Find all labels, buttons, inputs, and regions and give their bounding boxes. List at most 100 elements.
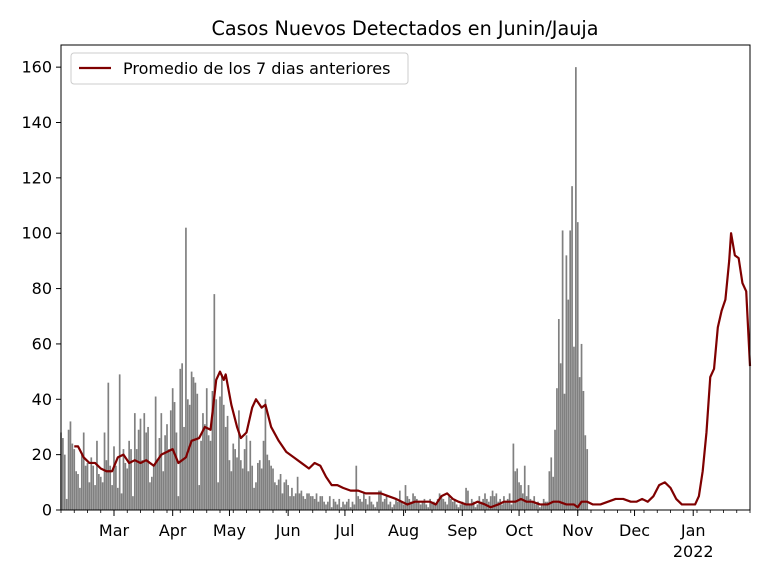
bar bbox=[145, 432, 148, 510]
bar bbox=[559, 363, 562, 510]
bar bbox=[402, 504, 405, 510]
bar bbox=[294, 493, 297, 510]
bar bbox=[421, 501, 424, 510]
bar bbox=[582, 390, 585, 510]
bar bbox=[141, 460, 144, 510]
bar bbox=[115, 465, 117, 510]
bar bbox=[135, 449, 138, 510]
bar bbox=[455, 504, 458, 510]
bar bbox=[306, 493, 308, 510]
bar bbox=[355, 465, 358, 510]
bar bbox=[79, 487, 81, 510]
bar bbox=[207, 435, 210, 510]
bar bbox=[342, 501, 344, 510]
bar bbox=[546, 501, 549, 510]
bar bbox=[431, 501, 433, 510]
bar bbox=[315, 493, 318, 510]
bar bbox=[525, 496, 528, 510]
bar bbox=[347, 498, 350, 510]
y-tick-label: 0 bbox=[42, 501, 52, 520]
bar bbox=[578, 377, 581, 510]
bar bbox=[232, 443, 235, 510]
bar bbox=[253, 487, 255, 510]
bar bbox=[516, 468, 519, 510]
bar bbox=[372, 504, 375, 510]
bar bbox=[120, 493, 123, 510]
bar bbox=[69, 421, 72, 510]
bar bbox=[133, 413, 136, 511]
bar bbox=[241, 468, 244, 510]
bar bbox=[535, 504, 537, 510]
bar bbox=[310, 496, 312, 510]
bar bbox=[416, 498, 418, 510]
bar bbox=[313, 498, 316, 510]
bar bbox=[175, 432, 178, 510]
bar bbox=[90, 457, 93, 510]
bar bbox=[586, 449, 589, 510]
bar bbox=[527, 485, 530, 510]
bar bbox=[345, 501, 348, 510]
bar bbox=[177, 496, 180, 510]
bar bbox=[258, 460, 261, 510]
bar bbox=[425, 504, 428, 510]
bar bbox=[209, 440, 212, 510]
bar bbox=[71, 443, 74, 510]
bar bbox=[380, 490, 382, 511]
bar bbox=[512, 443, 515, 510]
bar bbox=[364, 498, 367, 510]
bar bbox=[268, 460, 271, 510]
bar bbox=[221, 374, 223, 511]
bar bbox=[128, 440, 130, 510]
bar bbox=[514, 471, 517, 510]
bar bbox=[289, 496, 291, 510]
bar bbox=[387, 504, 390, 510]
bar bbox=[98, 474, 100, 510]
chart-title: Casos Nuevos Detectados en Junin/Jauja bbox=[212, 17, 599, 40]
bar bbox=[224, 426, 227, 510]
bar bbox=[501, 504, 503, 510]
bar bbox=[446, 504, 448, 510]
bar bbox=[573, 346, 575, 510]
bar bbox=[188, 404, 191, 510]
bar bbox=[247, 471, 250, 510]
x-tick-label: Jun bbox=[275, 521, 301, 540]
legend: Promedio de los 7 dias anteriores bbox=[70, 52, 409, 85]
x-tick-label: Aug bbox=[388, 521, 419, 540]
bar bbox=[226, 415, 229, 510]
bar bbox=[381, 501, 384, 510]
bar bbox=[523, 465, 526, 510]
bar bbox=[385, 496, 388, 510]
y-tick-label: 60 bbox=[32, 334, 52, 353]
bar bbox=[497, 501, 500, 510]
bar bbox=[419, 504, 422, 510]
bar bbox=[366, 504, 369, 510]
bar bbox=[321, 496, 324, 510]
bar bbox=[522, 493, 524, 510]
bar bbox=[132, 496, 134, 510]
bar bbox=[495, 493, 498, 510]
bar bbox=[198, 485, 201, 510]
bar bbox=[249, 440, 252, 510]
bar bbox=[202, 413, 204, 511]
bar bbox=[65, 498, 68, 510]
bar bbox=[567, 299, 570, 510]
bar bbox=[67, 429, 70, 510]
bar bbox=[94, 485, 96, 510]
bar bbox=[484, 493, 486, 510]
bar bbox=[414, 496, 416, 510]
bar bbox=[429, 498, 431, 510]
bar bbox=[86, 462, 89, 510]
bar bbox=[476, 504, 479, 510]
bar bbox=[192, 377, 195, 510]
bar bbox=[204, 424, 206, 510]
bar bbox=[436, 498, 439, 510]
bar bbox=[156, 460, 159, 510]
bar bbox=[518, 482, 520, 510]
y-tick-label: 120 bbox=[21, 168, 52, 187]
bar bbox=[302, 496, 305, 510]
bar bbox=[370, 501, 373, 510]
legend-box bbox=[70, 52, 409, 85]
bar bbox=[311, 496, 314, 510]
bar bbox=[459, 504, 462, 510]
